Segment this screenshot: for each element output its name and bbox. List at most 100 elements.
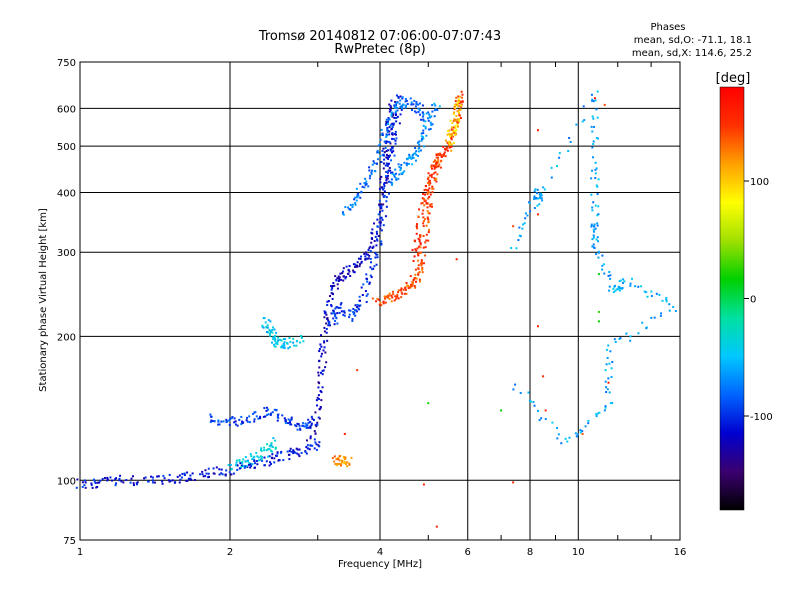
data-point [343,311,346,314]
data-point [443,151,446,154]
data-point [408,153,411,156]
data-point [536,213,539,216]
data-point [382,302,385,305]
data-point [101,477,104,480]
data-point [179,478,182,481]
data-point [371,297,374,300]
data-point [446,146,449,149]
data-point [394,295,397,298]
data-point [244,460,247,463]
data-point [433,177,436,180]
data-point [367,257,370,260]
data-point [391,112,394,115]
data-point [383,297,386,300]
data-point [660,312,663,315]
data-point [566,440,569,443]
data-point [641,321,644,324]
data-point [535,197,538,200]
data-point [382,147,385,150]
data-point [300,337,303,340]
data-point [310,415,313,418]
data-point [340,310,343,313]
data-point [330,305,333,308]
data-point [438,163,441,166]
data-point [518,234,521,237]
data-point [440,159,443,162]
data-point [293,450,296,453]
data-point [147,480,150,483]
data-point [157,475,160,478]
data-point [436,173,439,176]
data-point [392,113,395,116]
data-point [424,199,427,202]
data-point [400,104,403,107]
data-point [185,479,188,482]
data-point [433,179,436,182]
data-point [366,253,369,256]
data-point [417,267,420,270]
data-point [592,100,595,103]
data-point [306,423,309,426]
data-point [428,191,431,194]
data-point [539,192,542,195]
data-point [271,328,274,331]
data-point [355,264,358,267]
data-point [519,391,522,394]
data-point [378,303,381,306]
data-point [210,419,213,422]
data-point [274,334,277,337]
data-point [384,175,387,178]
data-point [279,451,282,454]
data-point [382,203,385,206]
data-point [518,226,521,229]
data-point [390,178,393,181]
data-point [414,159,417,162]
data-point [394,101,397,104]
data-point [266,448,269,451]
data-point [604,405,607,408]
data-point [396,107,399,110]
data-point [380,240,383,243]
data-point [350,456,353,459]
data-point [363,186,366,189]
data-point [326,304,329,307]
data-point [621,287,624,290]
data-point [457,105,460,108]
data-point [317,444,320,447]
data-point [318,408,321,411]
x-tick-label: 4 [377,547,383,558]
data-point [245,419,248,422]
data-point [430,115,433,118]
data-point [314,423,317,426]
data-point [665,298,668,301]
colorbar [719,86,745,511]
data-point [367,185,370,188]
data-point [428,113,431,116]
data-point [446,149,449,152]
data-point [437,158,440,161]
data-point [592,156,595,159]
data-point [383,195,386,198]
data-point [394,133,397,136]
data-point [544,418,547,421]
data-point [417,155,420,158]
data-point [431,110,434,113]
data-point [581,120,584,123]
data-point [388,141,391,144]
data-point [410,101,413,104]
data-point [395,102,398,105]
data-point [421,202,424,205]
data-point [354,196,357,199]
data-point [379,224,382,227]
data-point [294,424,297,427]
data-point [544,409,547,412]
data-point [283,341,286,344]
data-point [435,160,438,163]
data-point [265,409,268,412]
data-point [357,307,360,310]
data-point [233,417,236,420]
data-point [395,297,398,300]
data-point [252,412,255,415]
data-point [336,306,339,309]
data-point [106,479,109,482]
